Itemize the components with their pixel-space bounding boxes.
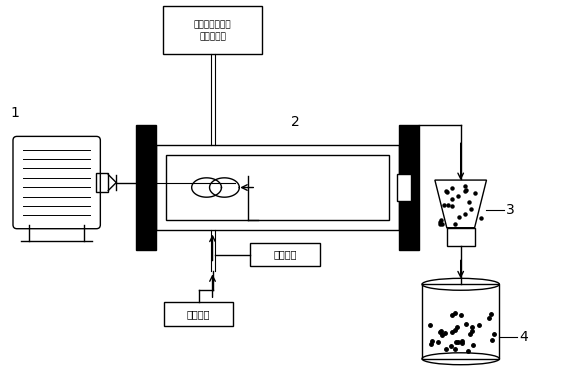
Text: 2: 2: [290, 116, 299, 130]
Text: 筱性溶液: 筱性溶液: [273, 249, 297, 260]
Bar: [156, 145, 399, 230]
Text: 1: 1: [10, 106, 19, 119]
Bar: [397, 174, 411, 201]
Bar: [96, 172, 108, 193]
Bar: [399, 125, 419, 249]
Bar: [250, 243, 320, 266]
Bar: [163, 6, 262, 54]
Bar: [422, 284, 499, 359]
Text: 3: 3: [507, 203, 515, 217]
Text: 镁盐、靴盐、锷: 镁盐、靴盐、锷: [194, 20, 231, 29]
Bar: [447, 228, 474, 246]
Text: 盐混合溶液: 盐混合溶液: [199, 33, 226, 42]
Bar: [136, 125, 156, 249]
Bar: [164, 302, 233, 326]
Polygon shape: [435, 180, 487, 228]
Text: 缓冲溶液: 缓冲溶液: [187, 309, 211, 319]
Bar: [166, 155, 389, 220]
Text: 4: 4: [519, 330, 528, 344]
